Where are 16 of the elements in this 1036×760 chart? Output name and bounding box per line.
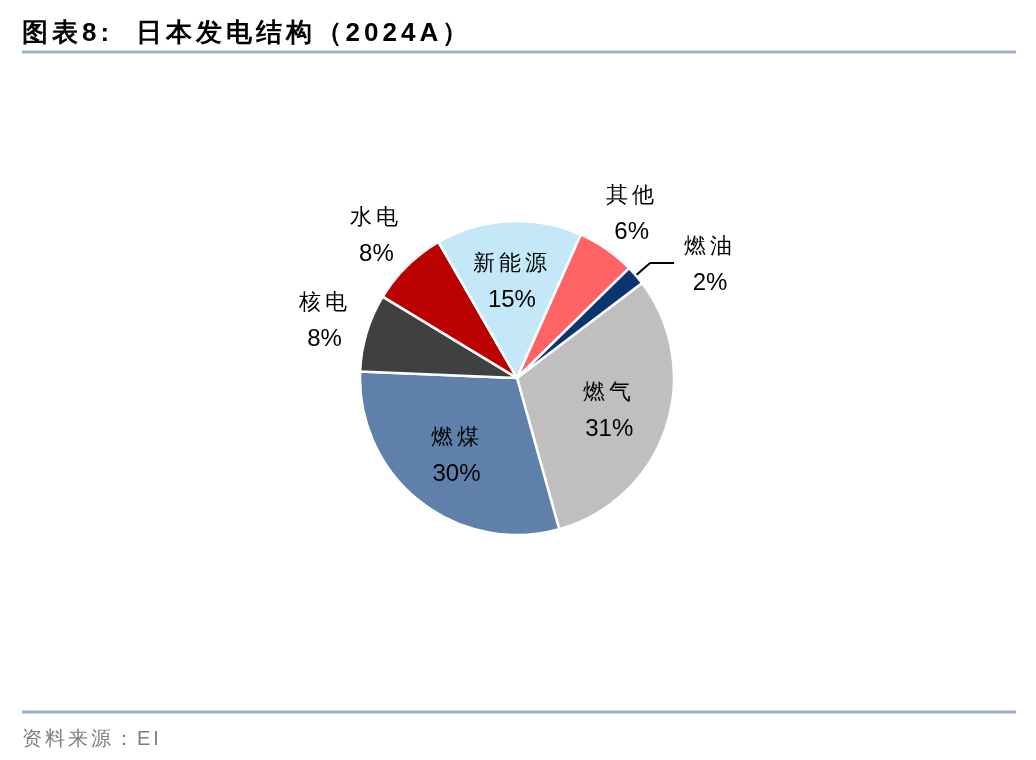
title: 图表8: 日本发电结构（2024A） xyxy=(22,17,473,47)
value-label: 8% xyxy=(307,324,342,352)
value-label: 31% xyxy=(585,413,634,441)
annotation: 资料来源：EI xyxy=(22,727,162,749)
slice-label: 燃油 xyxy=(684,232,737,258)
value-label: 2% xyxy=(692,267,728,295)
slice-label: 其他 xyxy=(605,182,658,208)
slice-label: 核电 xyxy=(298,289,351,315)
slice-label: 燃煤 xyxy=(430,423,483,449)
value-label: 15% xyxy=(487,285,536,313)
slice-label: 水电 xyxy=(350,203,403,229)
value-label: 6% xyxy=(614,217,650,245)
slice-label: 燃气 xyxy=(583,378,636,404)
slice-label: 新能源 xyxy=(472,250,551,276)
value-label: 30% xyxy=(432,458,481,486)
value-label: 8% xyxy=(359,238,394,266)
